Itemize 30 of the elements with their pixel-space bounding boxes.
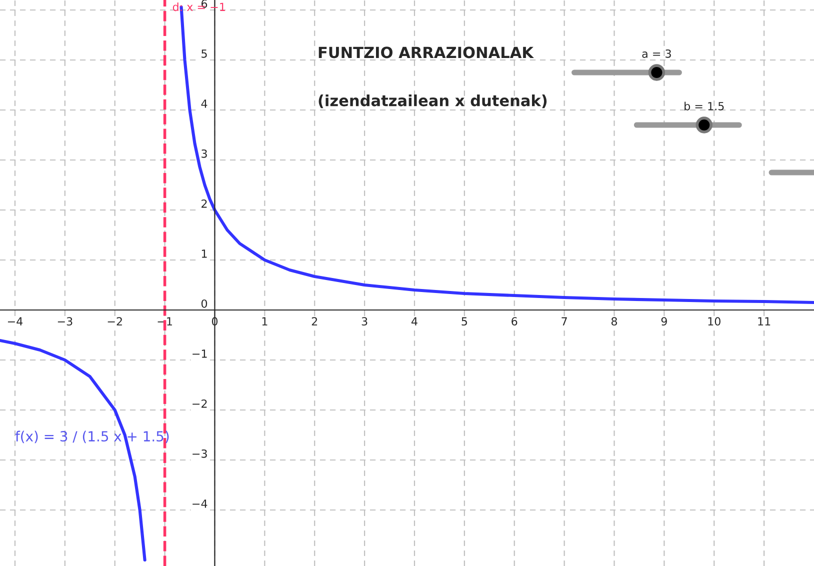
y-tick-label: 0 [201,299,208,308]
x-tick-label: −3 [58,317,72,326]
x-tick-label: 3 [362,317,368,326]
text: FUNTZIO ARRAZIONALAK [318,46,534,58]
annotation: f(x) = 3 / (1.5 x + 1.5) [15,430,169,444]
y-tick-label: −3 [192,449,207,458]
x-tick-label: 6 [512,317,518,326]
y-tick-label: 4 [201,100,208,108]
y-tick-label: −1 [192,350,207,358]
x-tick-label: −4 [8,317,23,326]
y-tick-label: 3 [202,149,207,158]
y-tick-label: 2 [202,199,207,208]
annotation: a = 3 [642,49,671,58]
x-tick-label: 1 [262,317,268,326]
x-tick-label: 5 [462,317,467,326]
y-tick-label: 1 [202,250,207,258]
x-tick-label: 11 [758,317,770,326]
x-tick-label: 7 [562,317,567,326]
x-tick-label: 2 [312,317,318,326]
x-tick-label: 4 [412,317,418,326]
y-tick-label: 5 [202,50,207,58]
x-tick-label: 8 [611,317,618,326]
text: (izendatzailean x dutenak) [318,94,547,108]
x-tick-label: −1 [158,317,172,326]
x-tick-label: 10 [708,317,720,326]
x-tick-label: 9 [661,317,667,326]
annotation: b = 1.5 [684,102,724,110]
y-tick-label: −4 [192,500,208,508]
x-tick-label: −2 [108,317,122,326]
y-tick-label: −2 [192,399,207,408]
